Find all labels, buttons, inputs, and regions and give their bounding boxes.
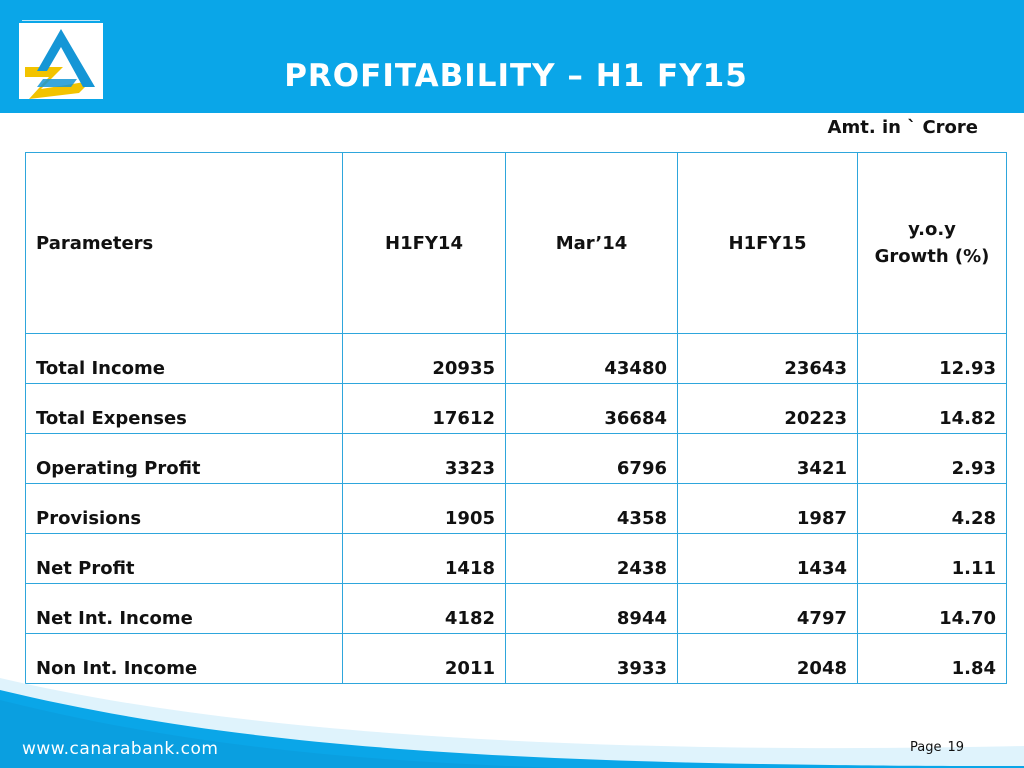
row-label: Total Income bbox=[25, 333, 343, 384]
cell-h1fy14: 20935 bbox=[342, 333, 506, 384]
cell-growth: 1.11 bbox=[857, 533, 1007, 584]
header-h1fy15: H1FY15 bbox=[677, 152, 858, 334]
cell-growth: 2.93 bbox=[857, 433, 1007, 484]
cell-growth: 4.28 bbox=[857, 483, 1007, 534]
cell-h1fy14: 1905 bbox=[342, 483, 506, 534]
table-row: Total Income 20935 43480 23643 12.93 bbox=[25, 333, 1007, 384]
cell-growth: 1.84 bbox=[857, 633, 1007, 684]
cell-growth: 14.70 bbox=[857, 583, 1007, 634]
cell-h1fy14: 4182 bbox=[342, 583, 506, 634]
table-row: Net Int. Income 4182 8944 4797 14.70 bbox=[25, 583, 1007, 634]
cell-h1fy15: 23643 bbox=[677, 333, 858, 384]
footer-website: www.canarabank.com bbox=[22, 739, 219, 759]
cell-mar14: 4358 bbox=[505, 483, 678, 534]
canara-bank-logo bbox=[19, 23, 103, 99]
table-header-row: Parameters H1FY14 Mar’14 H1FY15 y.o.y Gr… bbox=[25, 152, 1007, 334]
cell-h1fy14: 3323 bbox=[342, 433, 506, 484]
footer-wave bbox=[0, 678, 1024, 768]
row-label: Total Expenses bbox=[25, 383, 343, 434]
cell-growth: 14.82 bbox=[857, 383, 1007, 434]
cell-h1fy15: 1987 bbox=[677, 483, 858, 534]
table-row: Operating Profit 3323 6796 3421 2.93 bbox=[25, 433, 1007, 484]
cell-mar14: 43480 bbox=[505, 333, 678, 384]
cell-mar14: 36684 bbox=[505, 383, 678, 434]
table-row: Net Profit 1418 2438 1434 1.11 bbox=[25, 533, 1007, 584]
page-number-value: 19 bbox=[947, 740, 964, 755]
cell-h1fy15: 3421 bbox=[677, 433, 858, 484]
cell-h1fy14: 1418 bbox=[342, 533, 506, 584]
cell-h1fy15: 4797 bbox=[677, 583, 858, 634]
table-row: Non Int. Income 2011 3933 2048 1.84 bbox=[25, 633, 1007, 684]
header-growth-line1: y.o.y bbox=[908, 219, 956, 240]
header-growth-line2: Growth (%) bbox=[874, 246, 990, 267]
page-number: Page 19 bbox=[910, 740, 964, 755]
cell-mar14: 8944 bbox=[505, 583, 678, 634]
cell-h1fy14: 17612 bbox=[342, 383, 506, 434]
header-yoy-growth: y.o.y Growth (%) bbox=[857, 152, 1007, 334]
row-label: Provisions bbox=[25, 483, 343, 534]
row-label: Net Int. Income bbox=[25, 583, 343, 634]
row-label: Net Profit bbox=[25, 533, 343, 584]
row-label: Non Int. Income bbox=[25, 633, 343, 684]
page-title: PROFITABILITY – H1 FY15 bbox=[0, 58, 1024, 94]
logo-triangle-icon bbox=[25, 29, 95, 99]
cell-mar14: 2438 bbox=[505, 533, 678, 584]
table-row: Provisions 1905 4358 1987 4.28 bbox=[25, 483, 1007, 534]
amount-unit-note: Amt. in ` Crore bbox=[827, 117, 978, 138]
page-label: Page bbox=[909, 740, 942, 755]
cell-h1fy15: 1434 bbox=[677, 533, 858, 584]
cell-mar14: 6796 bbox=[505, 433, 678, 484]
page-title-text: PROFITABILITY – H1 FY15 bbox=[284, 58, 748, 94]
logo-top-rule bbox=[22, 20, 100, 21]
row-label: Operating Profit bbox=[25, 433, 343, 484]
profitability-table: Parameters H1FY14 Mar’14 H1FY15 y.o.y Gr… bbox=[25, 152, 1007, 684]
header-parameters: Parameters bbox=[25, 152, 343, 334]
header-banner: PROFITABILITY – H1 FY15 bbox=[0, 0, 1024, 113]
table-row: Total Expenses 17612 36684 20223 14.82 bbox=[25, 383, 1007, 434]
header-h1fy14: H1FY14 bbox=[342, 152, 506, 334]
cell-mar14: 3933 bbox=[505, 633, 678, 684]
header-mar14: Mar’14 bbox=[505, 152, 678, 334]
cell-h1fy15: 20223 bbox=[677, 383, 858, 434]
cell-growth: 12.93 bbox=[857, 333, 1007, 384]
